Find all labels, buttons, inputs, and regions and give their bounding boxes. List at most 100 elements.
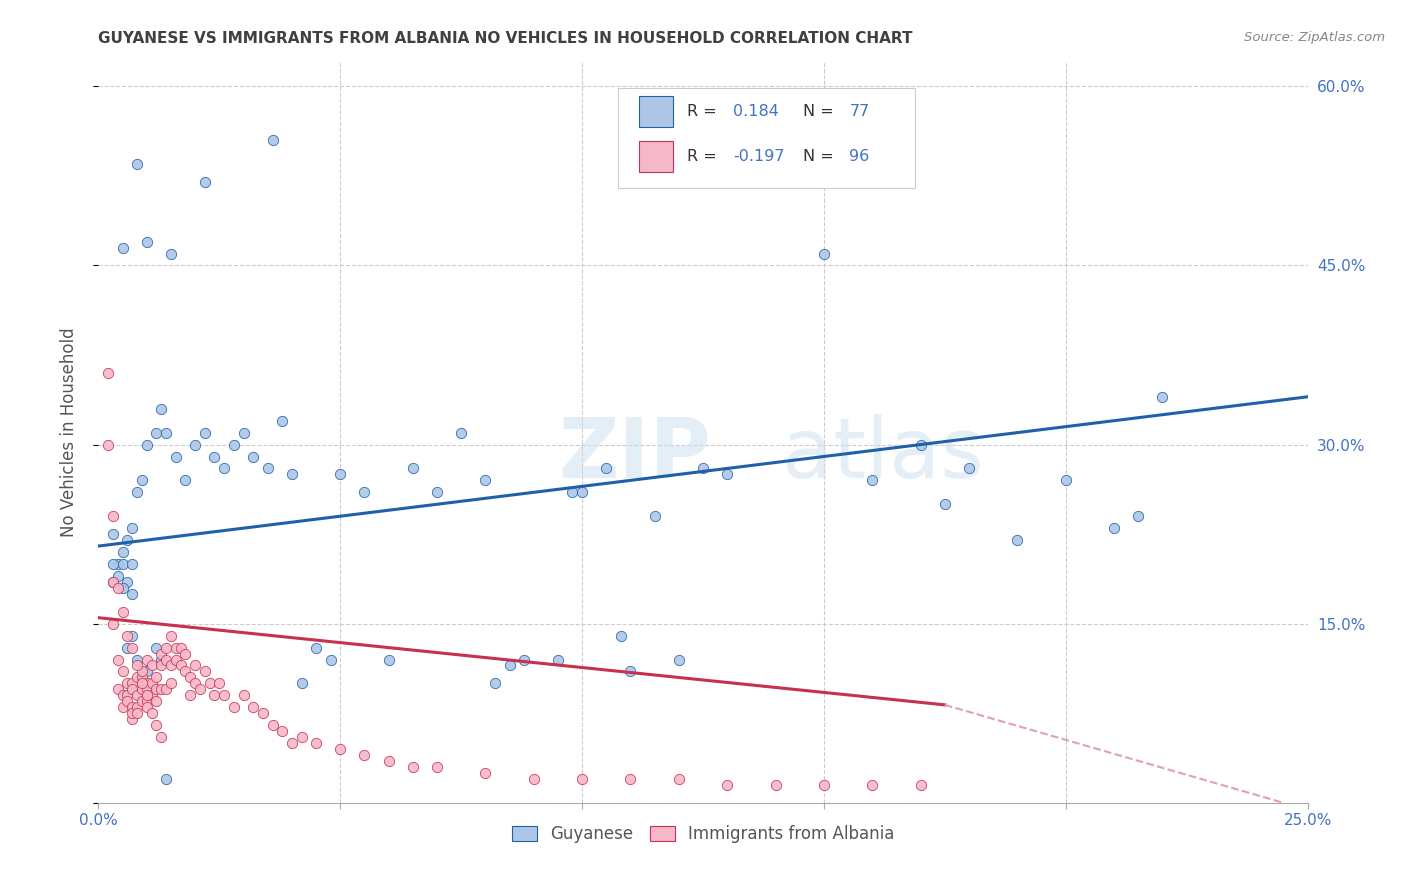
Point xyxy=(242,700,264,714)
Point xyxy=(910,778,932,792)
Point xyxy=(934,497,956,511)
Point xyxy=(910,437,932,451)
Point xyxy=(127,157,149,171)
Text: Source: ZipAtlas.com: Source: ZipAtlas.com xyxy=(1244,31,1385,45)
Point xyxy=(474,474,496,488)
Point xyxy=(97,366,120,380)
Point xyxy=(135,235,157,249)
Point xyxy=(131,676,153,690)
Legend: Guyanese, Immigrants from Albania: Guyanese, Immigrants from Albania xyxy=(505,819,901,850)
Point xyxy=(426,760,449,774)
Point xyxy=(174,647,197,661)
Text: R =: R = xyxy=(688,149,723,163)
Point xyxy=(1102,521,1125,535)
Point xyxy=(155,652,177,666)
Point xyxy=(212,689,235,703)
Point xyxy=(145,640,167,655)
Point xyxy=(169,658,191,673)
Point xyxy=(523,772,546,786)
Point xyxy=(179,689,201,703)
Point xyxy=(101,557,124,571)
Point xyxy=(141,689,163,703)
Point xyxy=(121,706,143,721)
Point xyxy=(160,676,183,690)
Point xyxy=(232,425,254,440)
Point xyxy=(262,718,284,732)
Point xyxy=(252,706,274,721)
Point xyxy=(194,665,217,679)
Point xyxy=(127,485,149,500)
Point xyxy=(204,450,226,464)
Point xyxy=(377,754,399,768)
Point xyxy=(188,682,211,697)
Point xyxy=(111,700,134,714)
Point xyxy=(117,676,139,690)
Point xyxy=(692,461,714,475)
Point xyxy=(121,676,143,690)
Point xyxy=(101,616,124,631)
Text: 77: 77 xyxy=(849,104,869,120)
Point xyxy=(1128,509,1150,524)
Point xyxy=(117,629,139,643)
Point xyxy=(150,658,173,673)
Point xyxy=(121,640,143,655)
Point xyxy=(668,652,690,666)
Point xyxy=(232,689,254,703)
Point xyxy=(184,658,207,673)
Text: 96: 96 xyxy=(849,149,869,163)
Point xyxy=(127,658,149,673)
Text: -0.197: -0.197 xyxy=(734,149,785,163)
Point xyxy=(160,658,183,673)
Point xyxy=(117,694,139,708)
Point xyxy=(160,246,183,260)
Point xyxy=(450,425,472,440)
Point xyxy=(121,629,143,643)
Point xyxy=(107,557,129,571)
Point xyxy=(242,450,264,464)
Point xyxy=(141,676,163,690)
Point xyxy=(121,557,143,571)
Point xyxy=(957,461,980,475)
Point xyxy=(121,682,143,697)
Point xyxy=(121,712,143,726)
Point xyxy=(402,760,425,774)
Point xyxy=(571,485,593,500)
Point xyxy=(610,629,633,643)
Point xyxy=(498,658,520,673)
Point xyxy=(208,676,231,690)
Point xyxy=(145,670,167,684)
Y-axis label: No Vehicles in Household: No Vehicles in Household xyxy=(59,327,77,538)
Point xyxy=(860,474,883,488)
Point xyxy=(131,670,153,684)
Point xyxy=(329,467,352,482)
Point xyxy=(135,665,157,679)
Point xyxy=(619,772,641,786)
Point xyxy=(127,706,149,721)
Point xyxy=(329,742,352,756)
Point xyxy=(117,574,139,589)
Point xyxy=(160,629,183,643)
Point xyxy=(165,450,187,464)
Point xyxy=(131,665,153,679)
Point xyxy=(135,689,157,703)
Point xyxy=(262,133,284,147)
Point xyxy=(107,682,129,697)
Point xyxy=(135,700,157,714)
Point xyxy=(131,682,153,697)
Point xyxy=(377,652,399,666)
Text: N =: N = xyxy=(803,104,839,120)
Text: R =: R = xyxy=(688,104,723,120)
Point xyxy=(127,652,149,666)
Point xyxy=(111,557,134,571)
Point xyxy=(256,461,278,475)
Text: GUYANESE VS IMMIGRANTS FROM ALBANIA NO VEHICLES IN HOUSEHOLD CORRELATION CHART: GUYANESE VS IMMIGRANTS FROM ALBANIA NO V… xyxy=(98,31,912,46)
Point xyxy=(101,574,124,589)
Point xyxy=(101,574,124,589)
Point xyxy=(1007,533,1029,547)
Point xyxy=(426,485,449,500)
Point xyxy=(474,766,496,780)
Point xyxy=(204,689,226,703)
Point xyxy=(184,437,207,451)
Point xyxy=(111,665,134,679)
Point xyxy=(1054,474,1077,488)
